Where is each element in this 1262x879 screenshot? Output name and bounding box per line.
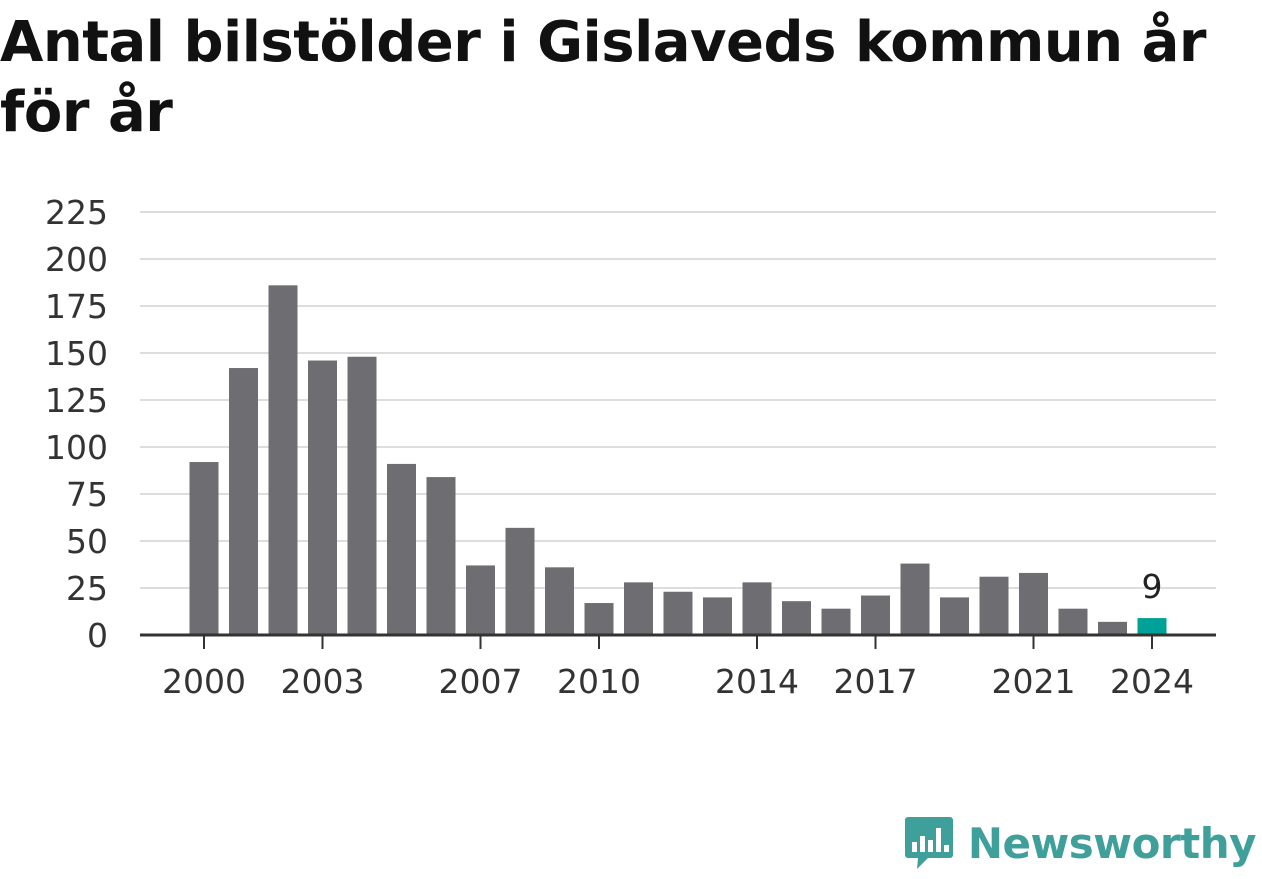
bar-2011	[624, 582, 653, 635]
bar-2014	[742, 582, 772, 635]
x-tick-label: 2003	[281, 662, 365, 701]
y-tick-label: 25	[66, 569, 108, 608]
newsworthy-logo: Newsworthy	[904, 815, 1257, 871]
bar-2002	[268, 285, 298, 635]
bar-2012	[663, 591, 693, 635]
bar-2004	[347, 356, 377, 635]
bar-2013	[703, 597, 732, 635]
bar-2008	[505, 527, 535, 635]
bar-2007	[466, 565, 495, 635]
bar-2016	[821, 608, 851, 635]
bars	[189, 285, 1167, 635]
y-tick-label: 125	[45, 381, 108, 420]
bar-2020	[979, 576, 1009, 635]
y-tick-label: 75	[66, 475, 108, 514]
brand-name: Newsworthy	[967, 818, 1257, 868]
x-tick-label: 2024	[1110, 662, 1194, 701]
bar-2022	[1058, 608, 1088, 635]
bar-2024	[1137, 618, 1167, 635]
bar-2015	[782, 601, 811, 635]
data-label-2024: 9	[1142, 567, 1163, 606]
bar-2019	[940, 597, 969, 635]
bar-2009	[545, 567, 574, 635]
bar-chart-speech-bubble-icon	[904, 817, 953, 869]
bar-2001	[229, 368, 258, 635]
bar-2017	[861, 595, 890, 635]
y-tick-label: 225	[45, 193, 108, 232]
y-tick-label: 150	[45, 334, 108, 373]
bar-2003	[308, 360, 337, 635]
bar-2005	[387, 463, 416, 635]
x-tick-label: 2021	[992, 662, 1076, 701]
x-axis-tick-labels: 2000 2003 2007 2010 2014 2017 2021 2024	[162, 635, 1194, 701]
x-tick-label: 2014	[715, 662, 799, 701]
y-tick-label: 50	[66, 522, 108, 561]
x-tick-label: 2000	[162, 662, 246, 701]
x-tick-label: 2007	[439, 662, 523, 701]
y-tick-label: 100	[45, 428, 108, 467]
chart-title: Antal bilstölder i Gislaveds kommun år f…	[0, 10, 1207, 145]
bar-2006	[426, 477, 456, 635]
bar-2000	[189, 462, 219, 635]
bar-2010	[584, 603, 614, 635]
y-tick-label: 0	[87, 616, 108, 655]
gridlines	[140, 211, 1216, 589]
x-tick-label: 2017	[834, 662, 918, 701]
y-tick-label: 200	[45, 240, 108, 279]
data-labels: 9	[1142, 567, 1163, 606]
x-tick-label: 2010	[557, 662, 641, 701]
bar-2018	[900, 563, 930, 635]
y-tick-label: 175	[45, 287, 108, 326]
bar-2021	[1019, 572, 1048, 635]
bar-2023	[1098, 621, 1127, 635]
y-axis-tick-labels: 0 25 50 75 100 125 150 175 200 225	[45, 193, 108, 655]
